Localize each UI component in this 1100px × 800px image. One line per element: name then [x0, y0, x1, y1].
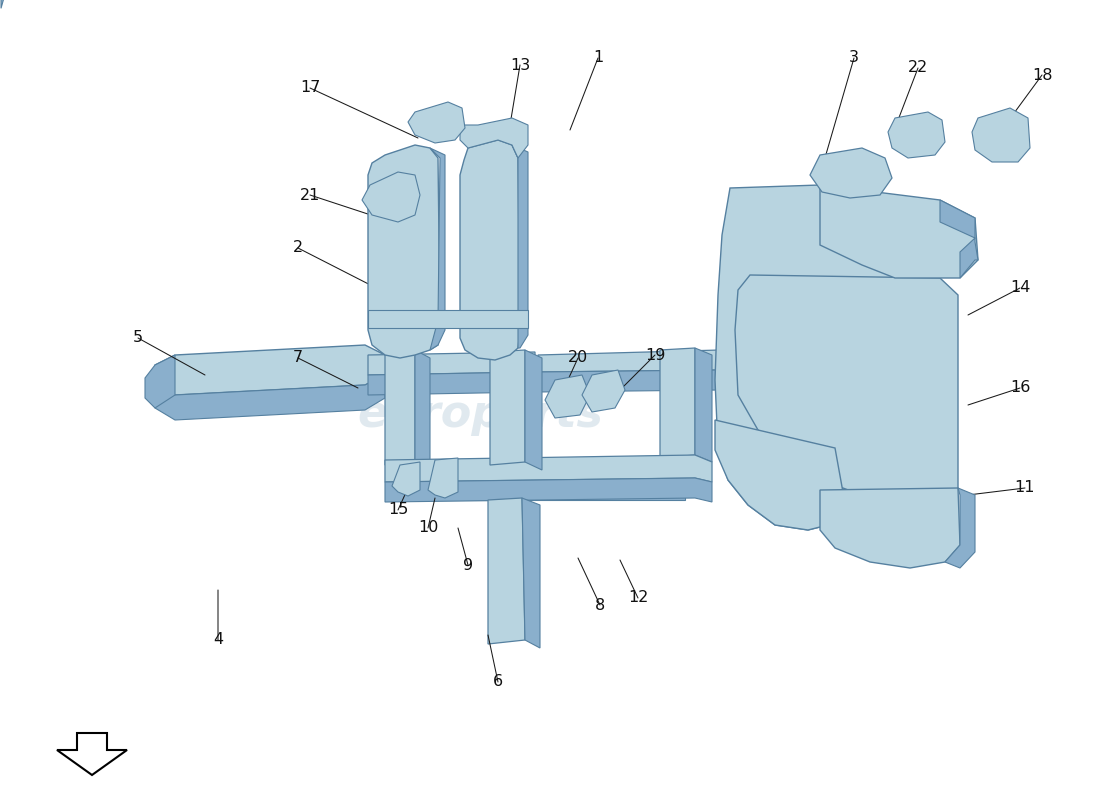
Polygon shape — [430, 148, 446, 350]
Polygon shape — [368, 310, 528, 328]
Text: 8: 8 — [595, 598, 605, 613]
Polygon shape — [368, 352, 535, 375]
Polygon shape — [525, 350, 542, 470]
Polygon shape — [385, 455, 712, 482]
Polygon shape — [945, 488, 975, 568]
Polygon shape — [408, 102, 465, 143]
Text: 13: 13 — [510, 58, 530, 73]
Text: 17: 17 — [300, 81, 320, 95]
Text: 12: 12 — [628, 590, 648, 606]
Polygon shape — [460, 140, 520, 360]
Polygon shape — [155, 375, 385, 420]
Polygon shape — [368, 145, 440, 358]
Polygon shape — [810, 148, 892, 198]
Text: 3: 3 — [849, 50, 859, 66]
Text: 15: 15 — [388, 502, 408, 518]
Polygon shape — [582, 370, 625, 412]
Polygon shape — [715, 420, 848, 530]
Text: 2: 2 — [293, 241, 304, 255]
Text: 22: 22 — [908, 61, 928, 75]
Polygon shape — [820, 185, 978, 278]
Polygon shape — [940, 200, 978, 278]
Polygon shape — [972, 108, 1030, 162]
Polygon shape — [862, 200, 940, 425]
Polygon shape — [155, 345, 385, 395]
Polygon shape — [488, 498, 525, 644]
Text: 21: 21 — [300, 187, 320, 202]
Text: 6: 6 — [493, 674, 503, 690]
Text: 16: 16 — [1010, 381, 1031, 395]
Polygon shape — [385, 478, 712, 502]
Text: 5: 5 — [133, 330, 143, 346]
Polygon shape — [385, 350, 415, 465]
Polygon shape — [888, 112, 945, 158]
Polygon shape — [57, 733, 126, 775]
Text: 14: 14 — [1010, 281, 1031, 295]
Polygon shape — [490, 350, 525, 465]
Text: 20: 20 — [568, 350, 588, 366]
Polygon shape — [392, 462, 420, 496]
Text: 11: 11 — [1014, 481, 1035, 495]
Text: 9: 9 — [463, 558, 473, 573]
Text: 4: 4 — [213, 633, 223, 647]
Text: europarts: europarts — [358, 394, 603, 437]
Text: 19: 19 — [645, 347, 665, 362]
Polygon shape — [460, 118, 528, 158]
Polygon shape — [428, 458, 458, 498]
Polygon shape — [820, 488, 960, 568]
Polygon shape — [385, 480, 685, 500]
Polygon shape — [512, 145, 528, 348]
Text: 1: 1 — [593, 50, 603, 66]
Polygon shape — [538, 370, 720, 392]
Polygon shape — [145, 355, 175, 408]
Polygon shape — [538, 350, 720, 372]
Text: 7: 7 — [293, 350, 304, 366]
Polygon shape — [362, 172, 420, 222]
Polygon shape — [385, 460, 685, 480]
Polygon shape — [660, 348, 695, 458]
Polygon shape — [695, 348, 712, 462]
Polygon shape — [415, 350, 430, 468]
Polygon shape — [522, 498, 540, 648]
Polygon shape — [368, 372, 535, 395]
Text: 18: 18 — [1032, 67, 1053, 82]
Text: 10: 10 — [418, 521, 438, 535]
Polygon shape — [715, 185, 930, 530]
Polygon shape — [735, 275, 958, 508]
Polygon shape — [544, 375, 590, 418]
Polygon shape — [1, 0, 815, 8]
